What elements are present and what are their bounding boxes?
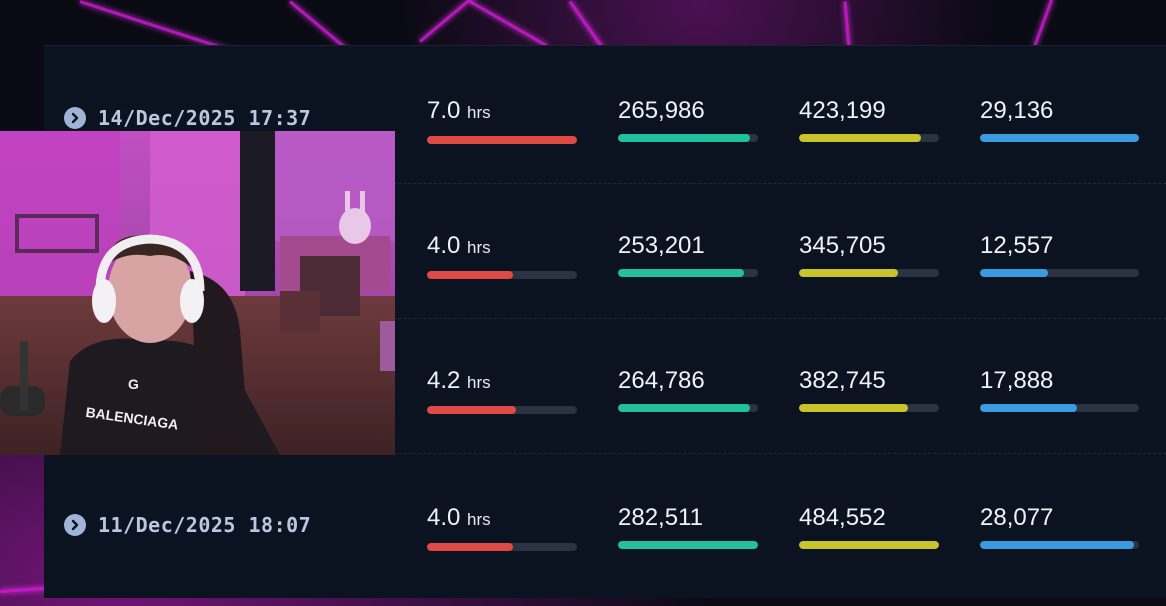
metric3-bar xyxy=(799,134,939,142)
session-date-cell[interactable]: 14/Dec/2025 17:37 xyxy=(64,106,311,130)
metric2: 282,511 xyxy=(618,505,758,549)
hours-unit: hrs xyxy=(467,510,491,529)
session-row[interactable]: 11/Dec/2025 18:07 4.0 hrs 282,511 484,55… xyxy=(44,455,1166,589)
metric2-value: 264,786 xyxy=(618,367,705,394)
metric4-bar xyxy=(980,404,1139,412)
shirt-logo: G xyxy=(128,376,139,392)
chevron-right-icon[interactable] xyxy=(64,514,86,536)
chevron-right-icon[interactable] xyxy=(64,107,86,129)
metric4-value: 17,888 xyxy=(980,367,1054,394)
metric2: 264,786 xyxy=(618,368,758,412)
metric4-bar-fill xyxy=(980,404,1077,412)
hours-metric: 4.2 hrs xyxy=(427,368,577,414)
metric3-value: 484,552 xyxy=(799,504,886,531)
light-streak xyxy=(1033,0,1054,47)
metric4-value: 29,136 xyxy=(980,97,1054,124)
metric2-value: 253,201 xyxy=(618,232,705,259)
session-date: 14/Dec/2025 17:37 xyxy=(98,106,312,130)
metric2-bar-fill xyxy=(618,269,744,277)
hours-bar-fill xyxy=(427,406,516,414)
hours-bar xyxy=(427,543,577,551)
metric2-bar-fill xyxy=(618,541,758,549)
metric4-value: 12,557 xyxy=(980,232,1054,259)
session-row[interactable]: 14/Dec/2025 17:37 7.0 hrs 265,986 423,19… xyxy=(44,48,1166,182)
metric3-bar xyxy=(799,269,939,277)
metric3: 484,552 xyxy=(799,505,939,549)
webcam-scene: BALENCIAGA G xyxy=(0,131,395,455)
metric3-bar-fill xyxy=(799,541,939,549)
metric4-bar-fill xyxy=(980,134,1139,142)
metric3-value: 423,199 xyxy=(799,97,886,124)
row-divider xyxy=(44,318,1166,319)
metric4-bar-fill xyxy=(980,269,1049,277)
metric2-bar-fill xyxy=(618,134,750,142)
metric4-bar xyxy=(980,541,1139,549)
hours-metric: 4.0 hrs xyxy=(427,505,577,551)
metric3-bar-fill xyxy=(799,134,921,142)
metric2-value: 282,511 xyxy=(618,504,703,531)
metric2-bar xyxy=(618,541,758,549)
light-streak xyxy=(843,1,851,48)
session-row[interactable]: 4.2 hrs 264,786 382,745 17,888 xyxy=(44,318,1166,452)
hours-bar-fill xyxy=(427,271,513,279)
metric3: 382,745 xyxy=(799,368,939,412)
hours-metric: 4.0 hrs xyxy=(427,233,577,279)
hours-value: 4.0 xyxy=(427,504,461,531)
metric4-value: 28,077 xyxy=(980,504,1054,531)
session-date-cell[interactable]: 11/Dec/2025 18:07 xyxy=(64,513,311,537)
light-streak xyxy=(469,0,549,48)
metric2-bar xyxy=(618,404,758,412)
metric4-bar xyxy=(980,134,1139,142)
light-streak xyxy=(419,0,483,43)
metric3: 423,199 xyxy=(799,98,939,142)
hours-value: 4.0 xyxy=(427,232,461,259)
hours-value: 4.2 xyxy=(427,367,461,394)
metric3-bar xyxy=(799,404,939,412)
webcam-overlay: BALENCIAGA G xyxy=(0,131,395,455)
metric2-bar xyxy=(618,269,758,277)
hours-bar xyxy=(427,271,577,279)
metric3-bar-fill xyxy=(799,269,899,277)
hours-bar-fill xyxy=(427,543,513,551)
metric4: 12,557 xyxy=(980,233,1139,277)
metric2: 253,201 xyxy=(618,233,758,277)
light-streak xyxy=(568,0,606,52)
metric3: 345,705 xyxy=(799,233,939,277)
metric3-value: 382,745 xyxy=(799,367,886,394)
metric2-value: 265,986 xyxy=(618,97,705,124)
metric2-bar xyxy=(618,134,758,142)
metric4: 29,136 xyxy=(980,98,1139,142)
metric4-bar xyxy=(980,269,1139,277)
hours-unit: hrs xyxy=(467,373,491,392)
metric3-bar xyxy=(799,541,939,549)
metric4: 17,888 xyxy=(980,368,1139,412)
hours-bar-fill xyxy=(427,136,577,144)
hours-metric: 7.0 hrs xyxy=(427,98,577,144)
hours-bar xyxy=(427,136,577,144)
metric4-bar-fill xyxy=(980,541,1135,549)
session-row[interactable]: 4.0 hrs 253,201 345,705 12,557 xyxy=(44,183,1166,317)
hours-bar xyxy=(427,406,577,414)
row-divider xyxy=(44,453,1166,454)
metric2: 265,986 xyxy=(618,98,758,142)
metric3-bar-fill xyxy=(799,404,909,412)
hours-value: 7.0 xyxy=(427,97,461,124)
metric2-bar-fill xyxy=(618,404,750,412)
metric4: 28,077 xyxy=(980,505,1139,549)
hours-unit: hrs xyxy=(467,103,491,122)
row-divider xyxy=(44,183,1166,184)
hours-unit: hrs xyxy=(467,238,491,257)
metric3-value: 345,705 xyxy=(799,232,886,259)
session-date: 11/Dec/2025 18:07 xyxy=(98,513,312,537)
